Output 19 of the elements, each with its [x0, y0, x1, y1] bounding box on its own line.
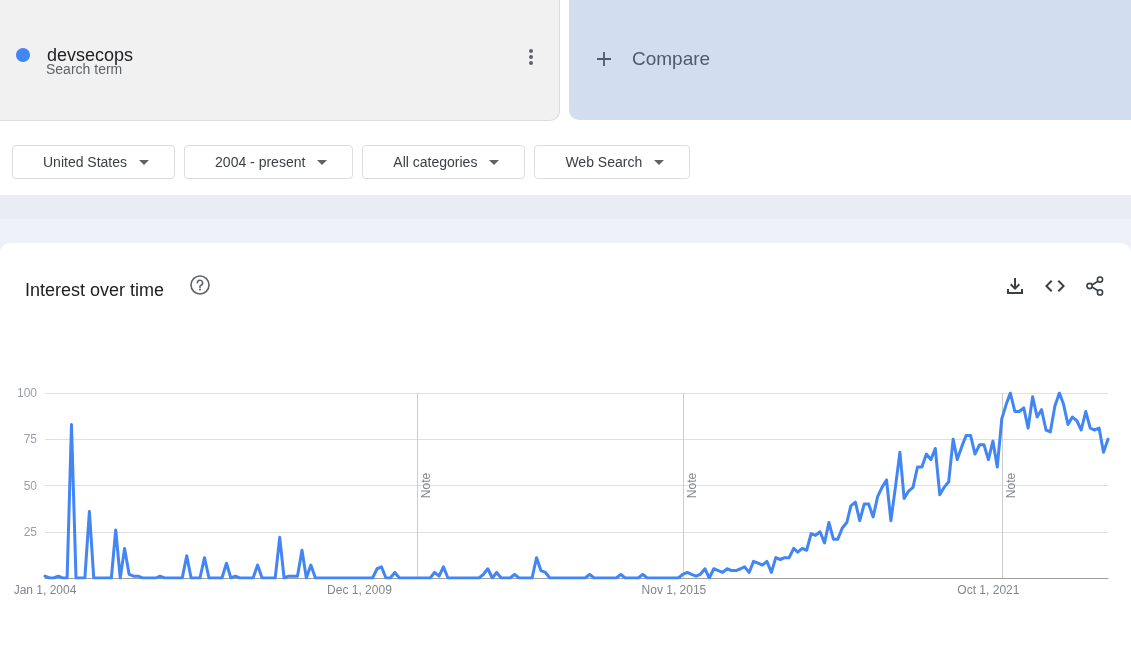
y-tick-label: 100 [16, 386, 38, 400]
dropdown-field: United States [12, 145, 176, 179]
ref-line-label: Note [419, 472, 434, 499]
dropdown-field: 2004 - present [184, 145, 354, 179]
legend-label: devsecops [47, 45, 134, 65]
x-tick-label: Nov 1, 2015 [641, 583, 707, 597]
line-series [43, 391, 1110, 580]
y-tick-label: 25 [23, 524, 38, 539]
ref-line-label: Note [1003, 472, 1018, 499]
dropdown-field: Web Search [534, 145, 691, 179]
ref-line-label: Note [684, 472, 699, 499]
x-tick-label: Dec 1, 2009 [327, 583, 393, 597]
dropdown-field: All categories [362, 145, 526, 179]
text: Compare [632, 48, 711, 70]
chart-title: Interest over time [25, 280, 165, 300]
x-tick-label: Jan 1, 2004 [13, 583, 77, 597]
x-tick-label: Oct 1, 2021 [957, 583, 1020, 597]
y-tick-label: 50 [23, 478, 38, 493]
y-tick-label: 75 [23, 432, 38, 447]
